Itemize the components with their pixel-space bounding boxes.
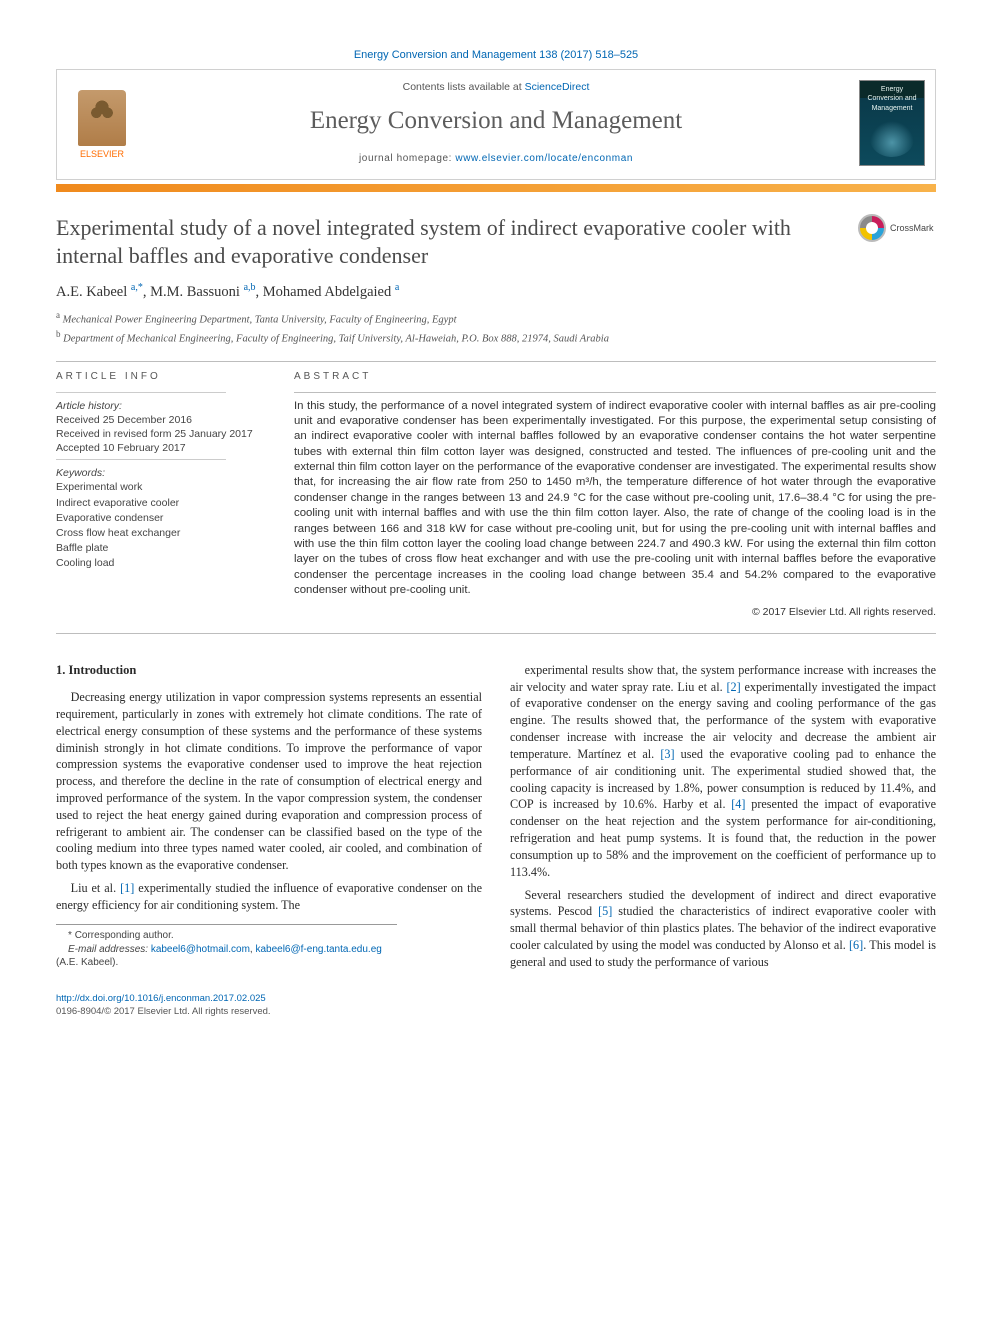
affiliations: a Mechanical Power Engineering Departmen…	[56, 309, 936, 347]
intro-p4: Several researchers studied the developm…	[510, 887, 936, 971]
ref-5-link[interactable]: [5]	[598, 904, 612, 918]
journal-homepage: journal homepage: www.elsevier.com/locat…	[157, 152, 835, 166]
elsevier-label: ELSEVIER	[80, 148, 124, 160]
top-citation: Energy Conversion and Management 138 (20…	[56, 48, 936, 63]
elsevier-tree-icon	[78, 90, 126, 146]
keyword: Experimental work	[56, 480, 266, 495]
ref-3-link[interactable]: [3]	[660, 747, 674, 761]
ref-2-link[interactable]: [2]	[726, 680, 740, 694]
keywords-label: Keywords:	[56, 466, 266, 480]
keyword: Indirect evaporative cooler	[56, 496, 266, 511]
abstract-text: In this study, the performance of a nove…	[294, 399, 936, 599]
corres-label: Corresponding author.	[75, 930, 174, 941]
journal-name: Energy Conversion and Management	[157, 104, 835, 138]
rule-above-info	[56, 361, 936, 362]
journal-cover-thumb: Energy Conversion and Management	[859, 80, 925, 166]
corresponding-author-block: * Corresponding author. E-mail addresses…	[56, 924, 397, 970]
history-revised: Received in revised form 25 January 2017	[56, 427, 266, 441]
intro-p1: Decreasing energy utilization in vapor c…	[56, 689, 482, 874]
contents-line: Contents lists available at ScienceDirec…	[157, 80, 835, 94]
article-info-heading: ARTICLE INFO	[56, 370, 266, 384]
affil-b: Department of Mechanical Engineering, Fa…	[63, 333, 609, 344]
orange-divider	[56, 184, 936, 192]
doi-link[interactable]: http://dx.doi.org/10.1016/j.enconman.201…	[56, 993, 266, 1004]
abstract-heading: ABSTRACT	[294, 370, 936, 384]
keywords-list: Experimental work Indirect evaporative c…	[56, 480, 266, 571]
affil-a: Mechanical Power Engineering Department,…	[63, 314, 457, 325]
crossmark-icon	[858, 214, 886, 242]
crossmark-badge[interactable]: CrossMark	[858, 214, 936, 242]
keyword: Baffle plate	[56, 541, 266, 556]
author-list: A.E. Kabeel a,*, M.M. Bassuoni a,b, Moha…	[56, 281, 936, 302]
article-title: Experimental study of a novel integrated…	[56, 214, 842, 269]
abstract-copyright: © 2017 Elsevier Ltd. All rights reserved…	[294, 605, 936, 619]
issn-line: 0196-8904/© 2017 Elsevier Ltd. All right…	[56, 1006, 271, 1017]
abstract-col: ABSTRACT In this study, the performance …	[294, 370, 936, 619]
intro-p2: Liu et al. [1] experimentally studied th…	[56, 880, 482, 914]
sciencedirect-link[interactable]: ScienceDirect	[525, 81, 590, 93]
corres-email-2[interactable]: kabeel6@f-eng.tanta.edu.eg	[255, 944, 381, 955]
corres-email-1[interactable]: kabeel6@hotmail.com	[151, 944, 250, 955]
history-label: Article history:	[56, 399, 266, 413]
cover-thumb-text: Energy Conversion and Management	[867, 86, 916, 112]
corres-tail: (A.E. Kabeel).	[56, 957, 118, 968]
intro-p3: experimental results show that, the syst…	[510, 662, 936, 881]
intro-heading: 1. Introduction	[56, 662, 482, 679]
ref-6-link[interactable]: [6]	[849, 938, 863, 952]
top-citation-link[interactable]: Energy Conversion and Management 138 (20…	[354, 49, 638, 61]
page-footer: http://dx.doi.org/10.1016/j.enconman.201…	[56, 993, 936, 1019]
crossmark-label: CrossMark	[890, 222, 934, 234]
article-info-col: ARTICLE INFO Article history: Received 2…	[56, 370, 266, 619]
keyword: Evaporative condenser	[56, 511, 266, 526]
ref-4-link[interactable]: [4]	[731, 797, 745, 811]
keyword: Cross flow heat exchanger	[56, 526, 266, 541]
ref-1-link[interactable]: [1]	[120, 881, 134, 895]
keyword: Cooling load	[56, 556, 266, 571]
body-columns: 1. Introduction Decreasing energy utiliz…	[56, 662, 936, 974]
elsevier-logo: ELSEVIER	[67, 80, 137, 160]
emails-label: E-mail addresses:	[68, 944, 148, 955]
history-accepted: Accepted 10 February 2017	[56, 441, 266, 455]
journal-header: ELSEVIER Energy Conversion and Managemen…	[56, 69, 936, 180]
rule-below-abstract	[56, 633, 936, 634]
journal-homepage-link[interactable]: www.elsevier.com/locate/enconman	[455, 153, 633, 164]
history-received: Received 25 December 2016	[56, 413, 266, 427]
